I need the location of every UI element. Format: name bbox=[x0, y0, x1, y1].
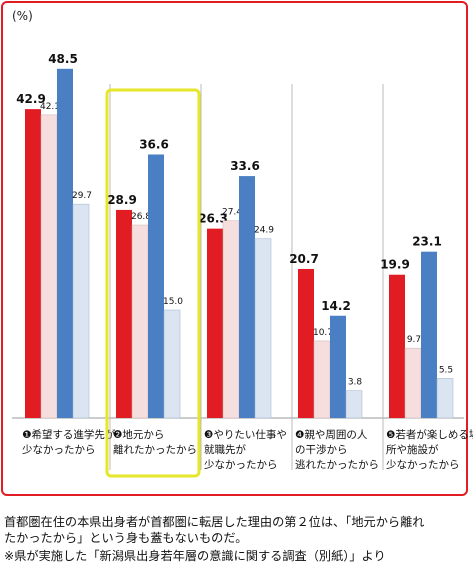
bar-value-label: 15.0 bbox=[163, 297, 183, 307]
bar bbox=[254, 238, 272, 419]
bar bbox=[72, 203, 90, 419]
bar bbox=[57, 68, 73, 419]
category-label: ❸やりたい仕事や就職先が少なかったから bbox=[204, 428, 287, 471]
bar bbox=[148, 154, 164, 419]
bar bbox=[207, 228, 223, 418]
category-label: ❷地元から離れたかったから bbox=[113, 428, 197, 456]
bar bbox=[421, 251, 437, 418]
bar-value-label: 29.7 bbox=[72, 191, 92, 201]
bar bbox=[222, 220, 240, 419]
bar bbox=[404, 347, 422, 419]
caption-line-3: ※県が実施した「新潟県出身若年層の意識に関する調査（別紙）」より bbox=[4, 549, 386, 563]
bar-value-label: 5.5 bbox=[439, 365, 453, 375]
bar-value-label: 48.5 bbox=[48, 52, 78, 66]
caption-line-2: たかったから」という身も蓋もないものだ。 bbox=[4, 531, 248, 545]
bar bbox=[313, 340, 331, 419]
bar-value-label: 23.1 bbox=[412, 235, 442, 249]
highlight-box bbox=[105, 88, 201, 478]
bar bbox=[40, 114, 58, 419]
bar bbox=[25, 109, 41, 419]
bar-chart: (%) 42.942.1 48.5 29.7 ❶希望する進学先が少なかったから 28.9 2… bbox=[12, 9, 473, 478]
bar-value-label: 42.9 bbox=[16, 92, 46, 106]
bar bbox=[298, 268, 314, 418]
y-unit-label: (%) bbox=[12, 9, 33, 23]
bar bbox=[389, 274, 405, 418]
category-label: ❶希望する進学先が少なかったから bbox=[22, 428, 116, 456]
bar bbox=[436, 378, 454, 419]
category-label: ❹親や周囲の人の干渉から逃れたかったから bbox=[295, 428, 379, 471]
caption-line-1: 首都圏在住の本県出身者が首都圏に転居した理由の第２位は、「地元から離れ bbox=[4, 515, 425, 529]
bar-value-label: 27.4 bbox=[222, 208, 242, 218]
bar-value-label: 28.9 bbox=[107, 193, 137, 207]
bar-value-label: 10.7 bbox=[313, 328, 333, 338]
bar-value-label: 42.1 bbox=[40, 102, 60, 112]
bar-value-label: 36.6 bbox=[139, 137, 169, 151]
bar-value-label: 33.6 bbox=[230, 159, 260, 173]
bar bbox=[131, 224, 149, 419]
bar-value-label: 9.7 bbox=[407, 335, 421, 345]
bar-value-label: 20.7 bbox=[289, 252, 319, 266]
bar bbox=[116, 209, 132, 418]
bar-value-label: 26.8 bbox=[131, 212, 151, 222]
bar-value-label: 24.9 bbox=[254, 226, 274, 236]
bar-value-label: 3.8 bbox=[348, 378, 363, 388]
bar bbox=[163, 309, 181, 419]
bar-value-label: 26.3 bbox=[198, 212, 228, 226]
bar-value-label: 14.2 bbox=[321, 299, 351, 313]
bar bbox=[330, 315, 346, 418]
bar bbox=[345, 390, 363, 419]
bar bbox=[239, 176, 255, 418]
bar-value-label: 19.9 bbox=[380, 258, 410, 272]
category-label: ❺若者が楽しめる場所や施設が少なかったから bbox=[386, 428, 473, 471]
